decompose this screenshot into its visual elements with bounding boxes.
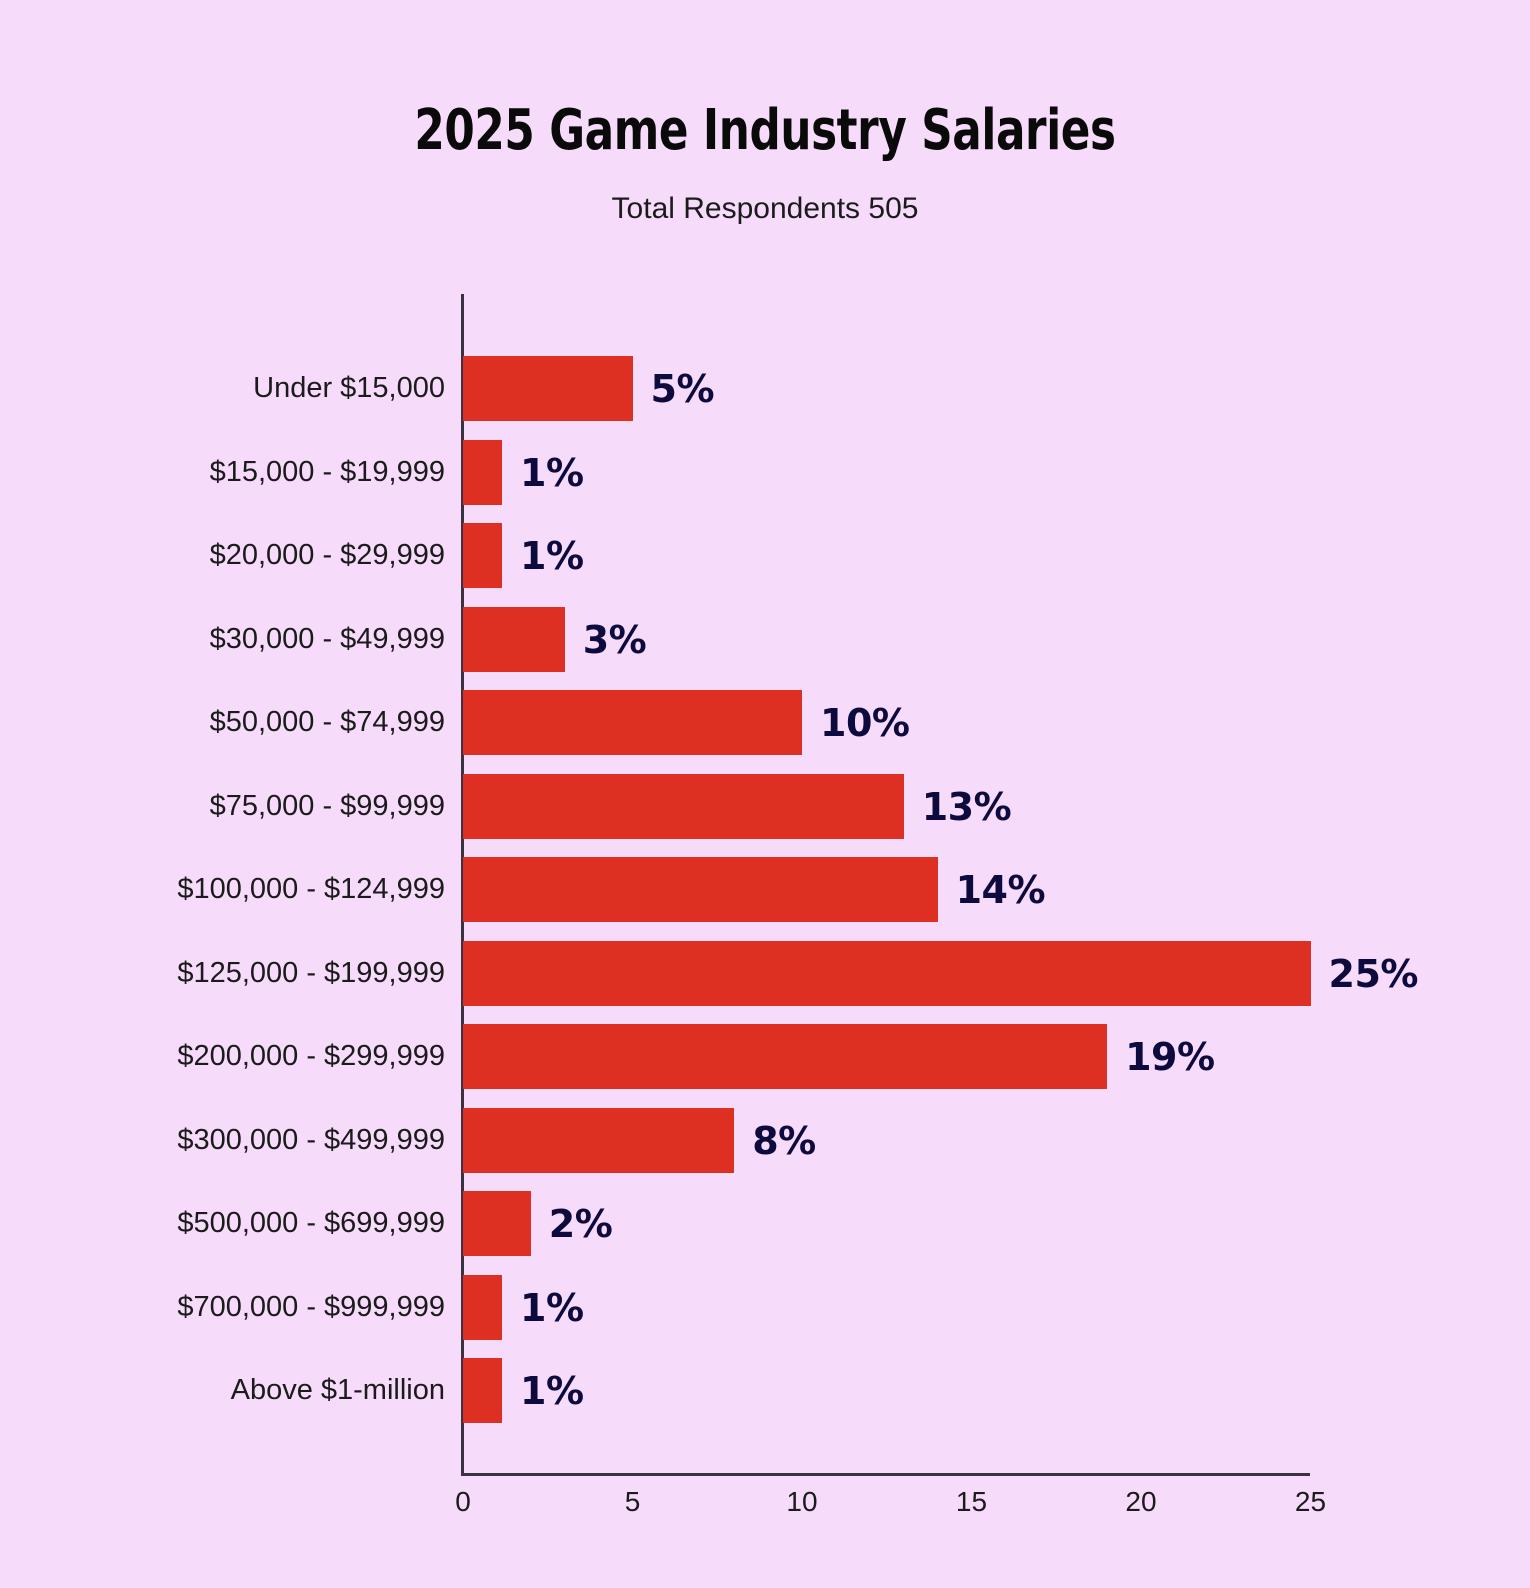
x-tick-label: 15 [955,1486,988,1517]
category-label: $300,000 - $499,999 [177,1123,445,1156]
bar-row: $50,000 - $74,999 10% [0,690,1530,755]
bar-value-label: 3% [582,617,647,662]
category-label: $500,000 - $699,999 [177,1207,445,1239]
bar[interactable] [463,356,633,421]
category-label: $100,000 - $124,999 [177,873,445,905]
x-tick-label: 0 [455,1486,471,1517]
x-tick-label: 25 [1294,1486,1327,1517]
x-axis-line [461,1473,1310,1476]
bar-row: $30,000 - $49,999 3% [0,606,1530,672]
bar-row: $100,000 - $124,999 14% [0,857,1530,922]
bar[interactable] [463,690,802,755]
bar-value-label: 19% [1125,1035,1215,1079]
bar-value-label: 1% [520,534,584,578]
bar-row: $700,000 - $999,999 1% [0,1274,1530,1340]
x-tick-label: 10 [786,1486,818,1517]
bar-row: $125,000 - $199,999 25% [0,940,1530,1006]
bar-row: Under $15,000 5% [0,356,1530,421]
bar[interactable] [463,1274,502,1340]
bar-value-label: 8% [752,1118,816,1163]
bar[interactable] [463,1191,531,1256]
bar-value-label: 10% [820,701,910,745]
bar-row: $15,000 - $19,999 1% [0,439,1530,505]
bar[interactable] [463,940,1311,1006]
x-tick-label: 5 [624,1486,641,1517]
category-label: Above $1-million [230,1374,445,1406]
bar[interactable] [463,523,502,588]
bar-row: $200,000 - $299,999 19% [0,1024,1530,1089]
bar-value-label: 25% [1328,951,1419,996]
bar[interactable] [463,1107,735,1173]
category-label: $20,000 - $29,999 [209,539,445,571]
category-label: $75,000 - $99,999 [209,789,445,822]
chart-title: 2025 Game Industry Salaries [414,98,1116,163]
bar-row: $300,000 - $499,999 8% [0,1107,1530,1173]
bar[interactable] [463,439,502,505]
category-label: $125,000 - $199,999 [177,956,445,989]
bar[interactable] [463,606,565,672]
bar[interactable] [463,857,938,922]
bar[interactable] [463,1358,502,1423]
chart-subtitle: Total Respondents 505 [611,192,919,225]
bar[interactable] [463,773,904,839]
y-axis-line [461,294,464,1475]
bar-value-label: 1% [520,450,584,495]
bar-value-label: 1% [520,1369,584,1413]
category-label: Under $15,000 [253,372,445,404]
bar-value-label: 1% [520,1285,584,1330]
bar-row: Above $1-million 1% [0,1358,1530,1423]
bar-row: $20,000 - $29,999 1% [0,523,1530,588]
category-label: $30,000 - $49,999 [209,622,445,655]
category-label: $15,000 - $19,999 [209,455,445,488]
category-label: $200,000 - $299,999 [177,1040,445,1072]
bar-value-label: 2% [548,1202,613,1246]
bar-value-label: 13% [921,784,1012,829]
x-tick-label: 20 [1125,1486,1157,1517]
bar-value-label: 14% [955,868,1046,912]
category-label: $50,000 - $74,999 [209,706,445,738]
bar-row: $500,000 - $699,999 2% [0,1191,1530,1256]
bar-value-label: 5% [650,367,715,411]
bar-row: $75,000 - $99,999 13% [0,773,1530,839]
category-label: $700,000 - $999,999 [177,1290,445,1323]
bar[interactable] [463,1024,1108,1089]
